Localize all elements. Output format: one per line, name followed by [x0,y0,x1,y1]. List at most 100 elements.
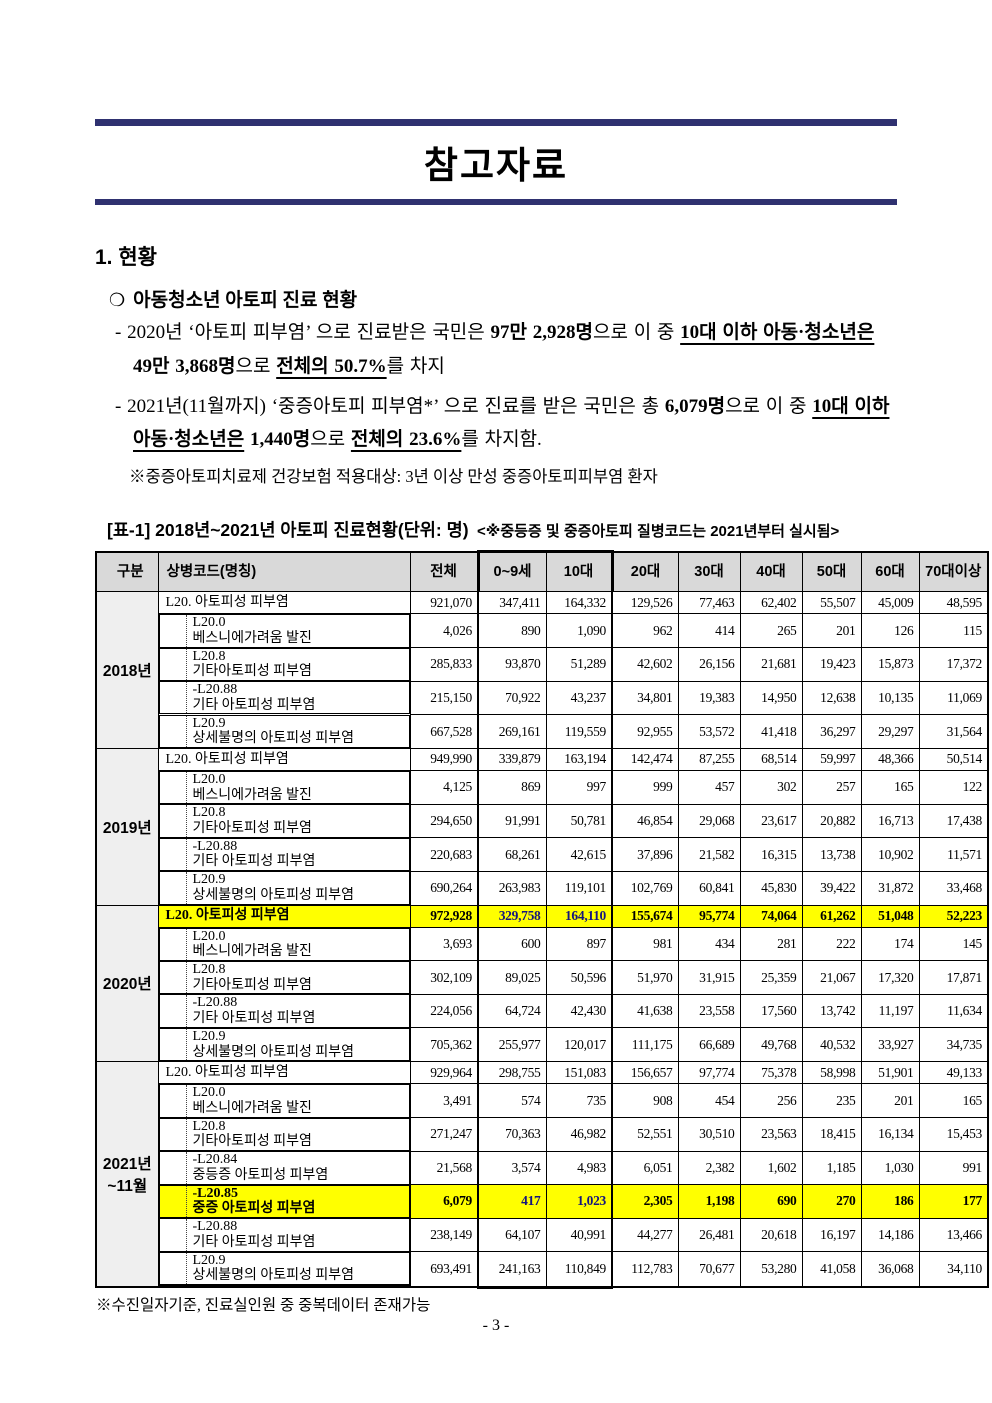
indent-gutter [160,1085,187,1117]
code-line: L20.8 [192,805,226,821]
value-cell: 110,849 [545,1251,613,1289]
name-line: 베스니에가려움 발진 [192,944,312,960]
table-row: L20.9 상세불명의 아토피성 피부염 667,528 269,161 119,559… [96,714,989,749]
text-segment: 2020년 ‘아토피 피부염’ 으로 진료받은 국민은 [127,322,491,343]
table-row: -L20.84 중등증 아토피성 피부염 21,568 3,574 4,983 6,051… [96,1150,989,1186]
value-cell: 142,474 [611,747,679,771]
table-row: -L20.88 기타 아토피성 피부염 220,683 68,261 42,615 37,… [96,837,989,872]
value-cell: 457 [677,769,741,805]
indent-gutter [160,1252,187,1284]
value-cell: 14,186 [860,1217,920,1253]
body-paragraphs: - 2020년 ‘아토피 피부염’ 으로 진료받은 국민은 97만 2,928명… [95,316,897,457]
code-cell: -L20.88 기타 아토피성 피부염 [158,1218,410,1252]
value-cell: 215,150 [409,680,479,716]
value-cell: 255,977 [477,1027,547,1063]
indent-gutter [160,615,187,647]
circle-bullet-icon: ❍ [109,290,126,310]
value-cell: 16,197 [801,1217,862,1253]
text-segment: 으로 [310,429,351,451]
indent-gutter [160,771,187,804]
value-cell: 60,841 [677,870,741,906]
insurance-note: ※중증아토피치료제 건강보험 적용대상: 3년 이상 만성 중증아토피피부염 환… [129,467,658,487]
value-cell: 41,418 [739,714,803,749]
code-line: L20.0 [192,615,226,631]
value-cell: 62,402 [739,591,803,615]
value-cell: 48,366 [860,747,920,771]
code-line: -L20.88 [192,995,238,1011]
code-line: -L20.85 [192,1185,239,1201]
code-label: -L20.88 기타 아토피성 피부염 [187,682,316,713]
value-cell: 61,262 [801,904,862,928]
bullet-text: 아동청소년 아토피 진료 현황 [133,290,358,311]
code-label: L20.0 베스니에가려움 발진 [187,1085,312,1116]
paragraph-2: - 2021년(11월까지) ‘중증아토피 피부염*’ 으로 진료를 받은 국민… [95,390,897,458]
paragraph-1: - 2020년 ‘아토피 피부염’ 으로 진료받은 국민은 97만 2,928명… [95,316,897,384]
value-cell: 574 [477,1083,547,1119]
code-label: L20.8 기타아토피성 피부염 [187,649,312,680]
table-row: 2018년 L20. 아토피성 피부염 921,070 347,411 164,332 1… [95,591,989,749]
value-cell: 241,163 [477,1251,547,1289]
name-line: 상세불명의 아토피성 피부염 [192,731,355,747]
value-cell: 3,491 [409,1083,479,1119]
year-cell: 2018년 [95,591,159,749]
value-cell: 151,083 [545,1061,613,1085]
text-segment: 으로 이 중 [592,322,681,343]
value-cell: 156,657 [611,1061,679,1085]
value-cell: 93,870 [477,647,547,682]
page-title: 참고자료 [423,145,569,186]
value-cell: 20,882 [801,803,862,839]
value-cell: 890 [477,613,547,649]
value-cell: 51,901 [860,1061,920,1085]
code-cell: L20.9 상세불명의 아토피성 피부염 [158,871,410,905]
value-cell: 949,990 [409,747,479,771]
value-cell: 119,559 [545,714,613,749]
value-cell: 49,133 [918,1061,989,1085]
value-cell: 294,650 [409,803,479,839]
value-cell: 42,430 [545,993,613,1029]
value-cell: 51,289 [545,647,613,682]
table-caption-main: [표-1] 2018년~2021년 아토피 진료현황(단위: 명) [107,520,469,541]
value-cell: 2,305 [611,1184,679,1219]
value-cell: 417 [477,1184,547,1219]
text-segment: 10대 이하 아동·청소년은 [680,322,875,343]
code-cell: -L20.88 기타 아토피성 피부염 [158,681,410,715]
indent-gutter [160,1185,187,1217]
bullet-line: ❍ 아동청소년 아토피 진료 현황 [109,285,897,312]
column-header-9: 60대 [860,551,920,593]
value-cell: 257 [801,769,862,805]
value-cell: 667,528 [409,714,479,749]
value-cell: 111,175 [611,1027,679,1063]
value-cell: 13,466 [918,1217,989,1253]
value-cell: 33,927 [860,1027,920,1063]
value-cell: 43,237 [545,680,613,716]
code-label: -L20.88 기타 아토피성 피부염 [187,839,316,870]
table-row: -L20.88 기타 아토피성 피부염 238,149 64,107 40,991 44,… [96,1217,989,1253]
value-cell: 31,872 [860,870,920,906]
code-line: L20.8 [192,961,226,977]
value-cell: 15,453 [918,1117,989,1152]
code-cell: L20.8 기타아토피성 피부염 [158,804,410,838]
code-line: L20.0 [192,1085,226,1101]
table-row: L20.8 기타아토피성 피부염 285,833 93,870 51,289 42,602… [96,647,989,682]
table-row: L20.9 상세불명의 아토피성 피부염 690,264 263,983 119,101… [96,870,989,906]
value-cell: 30,510 [677,1117,741,1152]
value-cell: 177 [918,1184,989,1219]
value-cell: 66,689 [677,1027,741,1063]
value-cell: 26,156 [677,647,741,682]
code-label: L20.0 베스니에가려움 발진 [187,615,312,646]
table-row: 2019년 L20. 아토피성 피부염 949,990 339,879 163,194 1… [95,747,989,906]
code-cell: L20.9 상세불명의 아토피성 피부염 [158,1251,410,1286]
indent-gutter [160,1152,187,1184]
value-cell: 285,833 [409,647,479,682]
code-label: L20.9 상세불명의 아토피성 피부염 [187,1253,355,1284]
table-row: L20.0 베스니에가려움 발진 4,125 869 997 999 457 302 257 16… [96,769,989,805]
indent-gutter [160,961,187,994]
value-cell: 690 [739,1184,803,1219]
value-cell: 6,051 [611,1150,679,1186]
code-cell: L20.0 베스니에가려움 발진 [158,614,410,648]
value-cell: 23,558 [677,993,741,1029]
value-cell: 17,320 [860,960,920,995]
text-segment: 49만 3,868명 [133,355,236,377]
value-cell: 220,683 [409,837,479,872]
value-cell: 31,915 [677,960,741,995]
